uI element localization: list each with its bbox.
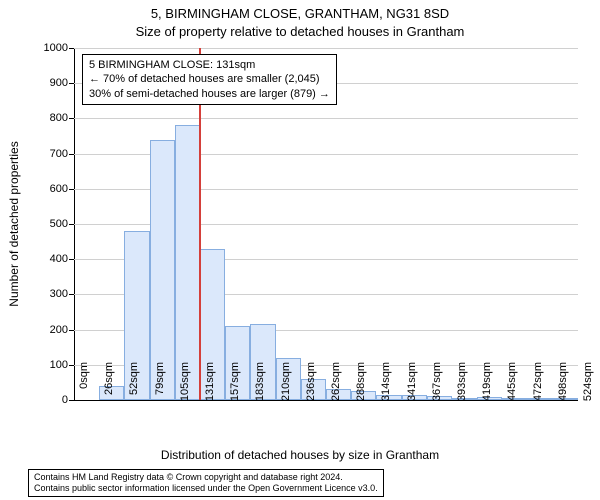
y-tick-label: 200 <box>28 324 68 336</box>
x-tick-label: 288sqm <box>355 362 367 404</box>
y-tick-label: 300 <box>28 288 68 300</box>
annotation-line2: ← 70% of detached houses are smaller (2,… <box>89 72 330 86</box>
y-axis-label: Number of detached properties <box>7 141 21 306</box>
x-tick-label: 419sqm <box>481 362 493 404</box>
y-tick-label: 700 <box>28 148 68 160</box>
x-tick-label: 367sqm <box>431 362 443 404</box>
x-tick-label: 183sqm <box>254 362 266 404</box>
attribution-box: Contains HM Land Registry data © Crown c… <box>28 469 384 498</box>
attribution-line2: Contains public sector information licen… <box>34 483 378 494</box>
x-tick-label: 341sqm <box>406 362 418 404</box>
x-tick-label: 393sqm <box>456 362 468 404</box>
grid-line <box>74 118 578 119</box>
x-tick-label: 314sqm <box>380 362 392 404</box>
chart-title-main: 5, BIRMINGHAM CLOSE, GRANTHAM, NG31 8SD <box>0 6 600 21</box>
x-tick-label: 157sqm <box>229 362 241 404</box>
x-tick-label: 262sqm <box>330 362 342 404</box>
annotation-line3: 30% of semi-detached houses are larger (… <box>89 87 330 101</box>
x-tick-label: 0sqm <box>78 362 90 404</box>
histogram-chart: 5, BIRMINGHAM CLOSE, GRANTHAM, NG31 8SD … <box>0 0 600 500</box>
x-tick-label: 445sqm <box>506 362 518 404</box>
x-tick-label: 524sqm <box>582 362 594 404</box>
histogram-bar <box>150 140 175 400</box>
annotation-line1: 5 BIRMINGHAM CLOSE: 131sqm <box>89 58 330 72</box>
y-tick-label: 900 <box>28 77 68 89</box>
annotation-box: 5 BIRMINGHAM CLOSE: 131sqm ← 70% of deta… <box>82 54 337 105</box>
y-tick-label: 800 <box>28 112 68 124</box>
y-tick-label: 600 <box>28 183 68 195</box>
grid-line <box>74 48 578 49</box>
x-tick-label: 236sqm <box>305 362 317 404</box>
y-tick-label: 1000 <box>28 42 68 54</box>
x-tick-label: 26sqm <box>103 362 115 404</box>
x-tick-label: 131sqm <box>204 362 216 404</box>
x-tick-label: 52sqm <box>128 362 140 404</box>
y-tick-label: 500 <box>28 218 68 230</box>
y-tick-label: 0 <box>28 394 68 406</box>
chart-title-sub: Size of property relative to detached ho… <box>0 24 600 39</box>
histogram-bar <box>175 125 200 400</box>
x-tick-label: 210sqm <box>280 362 292 404</box>
y-tick-label: 100 <box>28 359 68 371</box>
x-axis-label: Distribution of detached houses by size … <box>0 448 600 462</box>
x-tick-label: 105sqm <box>179 362 191 404</box>
attribution-line1: Contains HM Land Registry data © Crown c… <box>34 472 378 483</box>
y-tick-label: 400 <box>28 253 68 265</box>
x-tick-label: 472sqm <box>532 362 544 404</box>
plot-area: 5 BIRMINGHAM CLOSE: 131sqm ← 70% of deta… <box>74 48 578 401</box>
x-tick-label: 79sqm <box>154 362 166 404</box>
x-tick-label: 498sqm <box>557 362 569 404</box>
